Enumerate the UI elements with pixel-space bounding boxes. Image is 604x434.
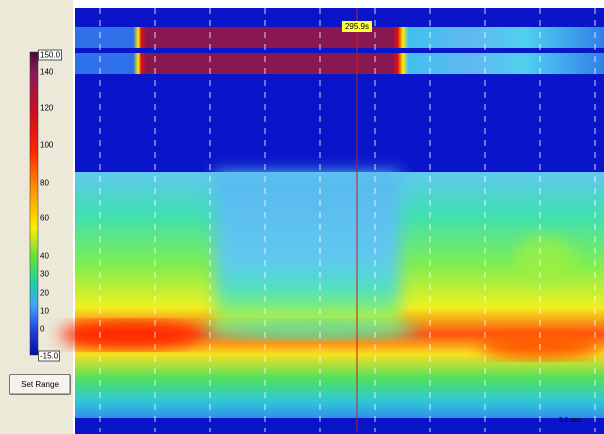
colorbar-label: 60 xyxy=(40,213,49,223)
cursor-label-box xyxy=(342,21,372,32)
set-range-button[interactable]: Set Range xyxy=(9,374,71,395)
scale-label: 3.0 sec xyxy=(559,417,582,424)
colorbar-label: 40 xyxy=(40,251,49,261)
top-band xyxy=(75,27,604,48)
top-band xyxy=(75,53,604,74)
colorbar xyxy=(29,51,39,356)
colorbar-label: 100 xyxy=(40,140,54,150)
colorbar-label: 80 xyxy=(40,178,49,188)
colorbar-label: 0 xyxy=(40,324,45,334)
bottom-band xyxy=(75,418,604,432)
time-gridlines xyxy=(99,8,596,432)
pressure-map xyxy=(60,172,604,418)
colorbar-label: 10 xyxy=(40,306,49,316)
colorbar-label: -15.0 xyxy=(38,350,61,362)
colorbar-label: 30 xyxy=(40,269,49,279)
cursor-label: 295.9s xyxy=(345,22,369,31)
colorbar-label: 20 xyxy=(40,288,49,298)
colorbar-label: 120 xyxy=(40,103,54,113)
colorbar-label: 150.0 xyxy=(38,49,63,61)
colorbar-label: 140 xyxy=(40,67,54,77)
